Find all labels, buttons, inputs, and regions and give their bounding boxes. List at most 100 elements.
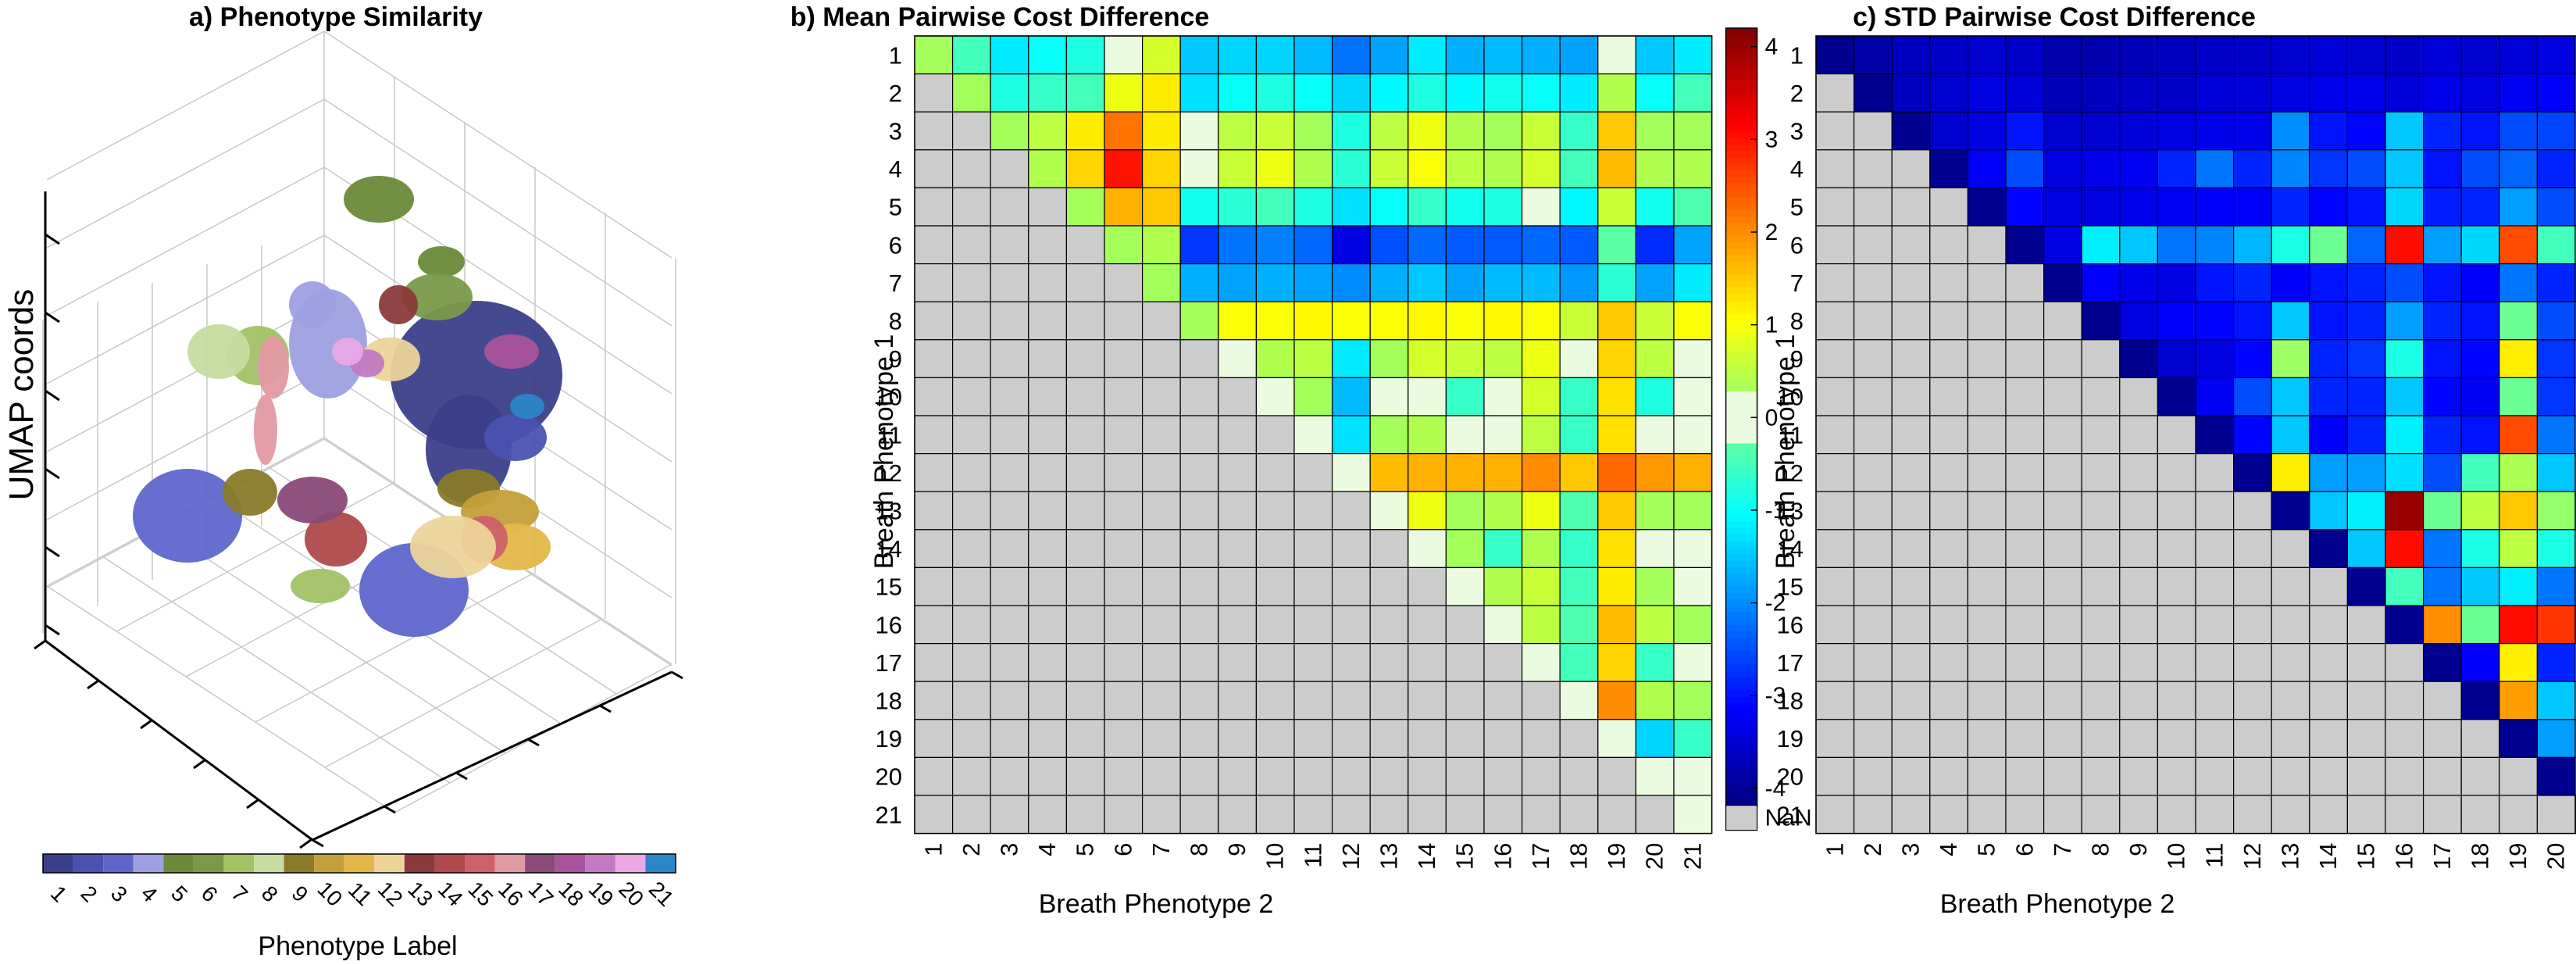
mean-cell: [990, 681, 1029, 720]
std-cell: [2385, 187, 2424, 227]
std-cell: [1854, 681, 1893, 720]
mean-heatmap-cells: [914, 35, 1713, 835]
mean-cell: [951, 35, 991, 75]
mean-colorbar-band: [1725, 579, 1757, 587]
std-cell: [2081, 756, 2121, 796]
mean-cell: [1521, 566, 1561, 606]
mean-cell: [1635, 719, 1675, 758]
mean-colorbar-band: [1725, 437, 1757, 445]
std-cell: [1891, 339, 1931, 378]
mean-colorbar-band: [1725, 34, 1757, 42]
mean-cell: [1635, 377, 1675, 416]
std-cell: [2195, 415, 2235, 455]
mean-colorbar-band: [1725, 235, 1757, 243]
mean-cell: [951, 377, 991, 416]
mean-cell: [914, 415, 954, 455]
mean-cell: [1559, 339, 1599, 378]
mean-cell: [1597, 377, 1637, 416]
std-cell: [2119, 225, 2159, 265]
mean-cell: [1559, 111, 1599, 151]
mean-cell: [1673, 452, 1713, 492]
std-cell: [1967, 73, 2007, 113]
std-cell: [2499, 225, 2539, 265]
mean-cell: [1065, 301, 1105, 341]
std-cell: [1967, 263, 2007, 302]
mean-cell: [914, 681, 954, 720]
mean-xtick-label: 13: [1375, 843, 1403, 870]
std-cell: [2460, 263, 2500, 302]
std-cell: [2346, 681, 2386, 720]
mean-colorbar-band: [1725, 793, 1757, 801]
std-cell: [2460, 187, 2500, 227]
mean-cell: [1521, 415, 1561, 455]
mean-cell: [1521, 642, 1561, 682]
std-cell: [2271, 415, 2310, 455]
std-xtick-label: 12: [2239, 843, 2266, 870]
mean-cell: [1141, 642, 1181, 682]
mean-cell: [1255, 452, 1295, 492]
mean-colorbar-band: [1725, 274, 1757, 282]
cube-axis-line: [312, 838, 324, 848]
std-ytick-label: 4: [1790, 155, 1804, 183]
std-cell: [1815, 795, 1855, 835]
mean-colorbar-band: [1725, 502, 1757, 509]
mean-colorbar-band: [1725, 527, 1757, 535]
std-ytick-label: 18: [1777, 688, 1804, 715]
std-cell: [2385, 263, 2424, 302]
mean-cell: [1255, 795, 1295, 835]
std-cell: [1854, 452, 1893, 492]
std-cell: [1854, 73, 1893, 113]
std-cell: [2005, 719, 2045, 758]
std-cell: [2309, 795, 2349, 835]
std-cell: [2157, 719, 2196, 758]
cube-grid-line: [255, 573, 533, 723]
mean-cell: [1028, 339, 1068, 378]
std-cell: [2081, 719, 2121, 758]
std-cell: [2271, 377, 2310, 416]
mean-cell: [1331, 529, 1371, 568]
mean-cell: [1065, 339, 1105, 378]
std-cell: [2536, 642, 2576, 682]
std-cell: [2195, 681, 2235, 720]
cube-grid-line: [323, 98, 673, 327]
mean-cell: [914, 187, 954, 227]
std-cell: [2043, 529, 2082, 568]
std-cell: [2423, 225, 2462, 265]
std-cell: [1815, 35, 1855, 75]
mean-cell: [1141, 187, 1181, 227]
mean-xtick-label: 11: [1299, 843, 1326, 868]
mean-cell: [1635, 756, 1675, 796]
std-cell: [2043, 756, 2082, 796]
std-cell: [1891, 35, 1931, 75]
panel-c-title: c) STD Pairwise Cost Difference: [1853, 2, 2256, 32]
cube-grid-line: [324, 618, 603, 768]
mean-cell: [1141, 225, 1181, 265]
std-ytick-label: 7: [1790, 270, 1804, 297]
mean-cell: [914, 566, 954, 606]
std-cell: [1967, 452, 2007, 492]
std-cell: [1854, 149, 1893, 189]
phenotype-cluster: [133, 469, 242, 563]
std-cell: [2536, 681, 2576, 720]
mean-cell: [1673, 756, 1713, 796]
std-cell: [2499, 719, 2539, 758]
mean-cell: [1673, 605, 1713, 645]
std-cell: [2423, 149, 2462, 189]
mean-cell: [1521, 605, 1561, 645]
mean-cell: [1065, 225, 1105, 265]
std-cell: [2157, 263, 2196, 302]
mean-xtick-label: 10: [1261, 843, 1289, 870]
std-cell: [2005, 529, 2045, 568]
std-cell: [2119, 263, 2159, 302]
panel-c-std-heatmap: c) STD Pairwise Cost Difference 11223344…: [1771, 2, 2576, 919]
mean-cell: [1521, 756, 1561, 796]
std-ytick-label: 3: [1790, 118, 1804, 145]
std-cell: [2043, 566, 2082, 606]
mean-cell: [1559, 681, 1599, 720]
std-cell: [2157, 415, 2196, 455]
mean-colorbar-band: [1725, 54, 1757, 62]
std-cell: [2157, 756, 2196, 796]
mean-cell: [1218, 719, 1258, 758]
std-cell: [2271, 339, 2310, 378]
mean-cell: [990, 111, 1029, 151]
